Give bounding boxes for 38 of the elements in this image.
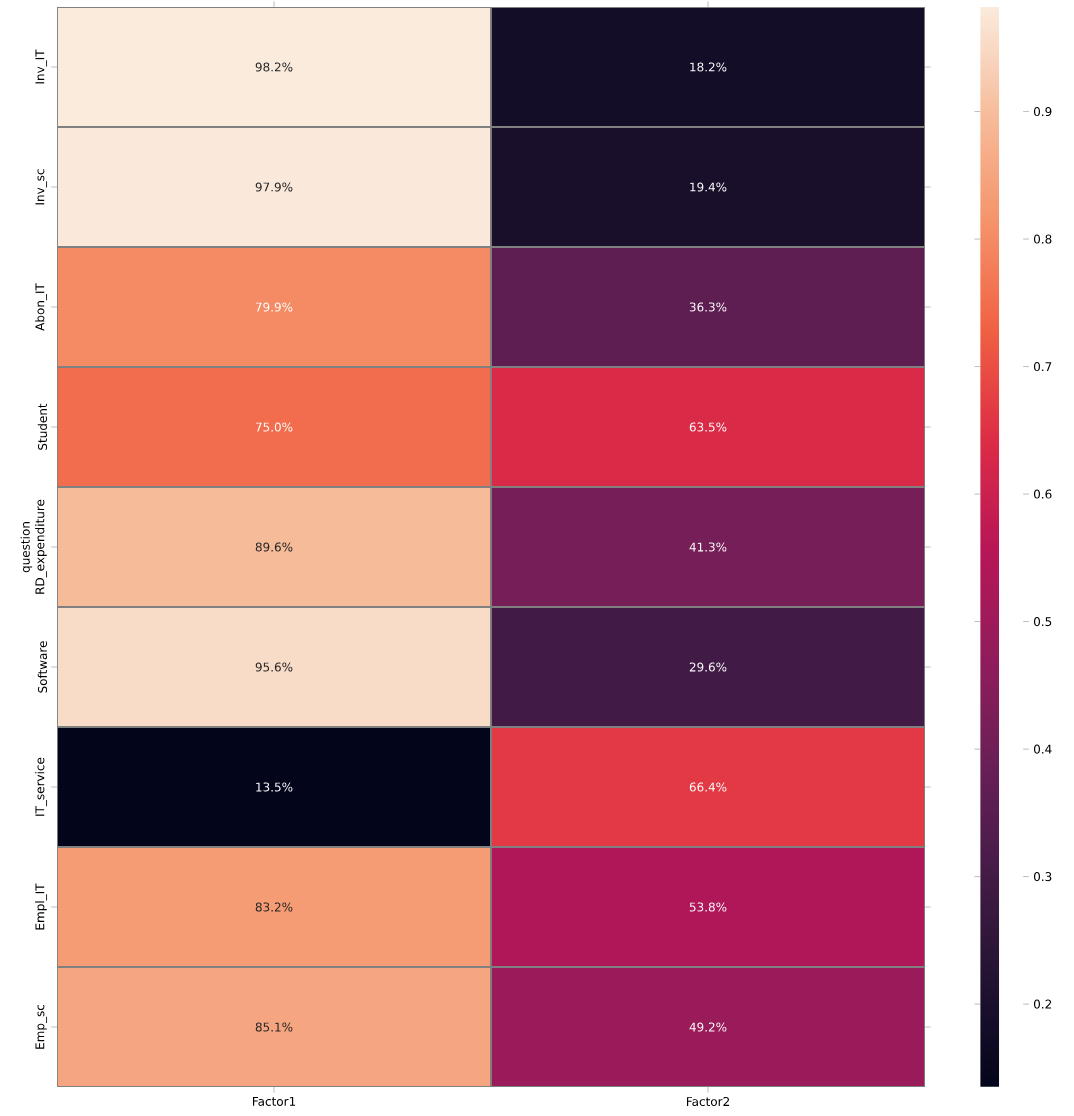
y-tick-label: Empl_IT — [35, 883, 48, 930]
y-tick-label: Inv_sc — [35, 169, 48, 205]
data-label: 19.4% — [690, 182, 727, 192]
data-label: 66.4% — [689, 782, 727, 792]
data-label: 89.6% — [255, 542, 293, 552]
y-tick-label: Inv_IT — [35, 49, 48, 84]
data-label: 41.3% — [689, 542, 727, 552]
color-bar-label: 0.3 — [1033, 872, 1052, 882]
y-axis-title: question — [20, 522, 33, 573]
data-label: 75.0% — [255, 422, 293, 432]
y-tick-label: Software — [37, 641, 48, 693]
data-label: 85.1% — [255, 1022, 293, 1032]
color-bar-label: 0.6 — [1033, 489, 1052, 499]
data-label: 13.5% — [256, 782, 293, 792]
data-label: 53.8% — [689, 902, 727, 912]
data-label: 83.2% — [255, 902, 293, 912]
y-tick-label: Student — [37, 403, 48, 450]
data-label: 63.5% — [689, 422, 727, 432]
data-label: 95.6% — [255, 662, 293, 672]
data-label: 18.2% — [690, 62, 727, 72]
color-bar-label: 0.8 — [1033, 234, 1052, 244]
y-tick-label: Emp_sc — [35, 1004, 48, 1049]
data-label: 36.3% — [689, 302, 727, 312]
data-label: 49.2% — [689, 1022, 727, 1032]
color-bar-label: 0.9 — [1033, 107, 1052, 117]
data-label: 98.2% — [255, 62, 293, 72]
y-tick-label: RD_expenditure — [35, 499, 48, 594]
x-tick-label: Factor2 — [686, 1096, 730, 1107]
data-label: 97.9% — [255, 182, 293, 192]
color-bar-label: 0.7 — [1033, 362, 1052, 372]
y-tick-label: IT_service — [35, 757, 48, 816]
color-bar-label: 0.4 — [1033, 744, 1052, 754]
x-tick-label: Factor1 — [252, 1096, 296, 1106]
color-bar-label: 0.2 — [1033, 999, 1052, 1009]
data-label: 29.6% — [689, 662, 727, 672]
y-tick-label: Abon_IT — [35, 283, 48, 331]
data-label: 79.9% — [255, 302, 293, 312]
color-bar-label: 0.5 — [1033, 617, 1052, 627]
